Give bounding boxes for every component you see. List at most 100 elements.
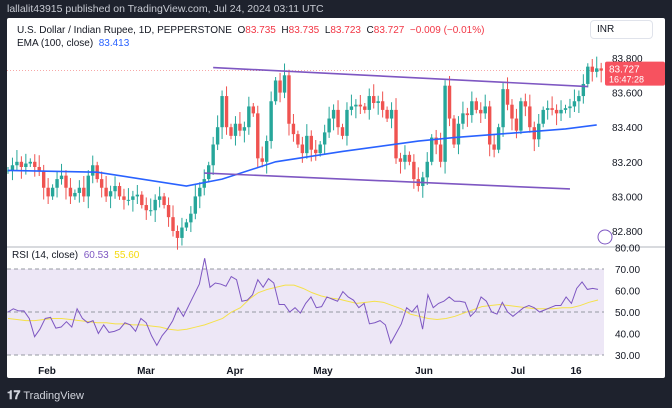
price-tag	[605, 61, 665, 86]
candle-body	[233, 123, 238, 136]
candle-body	[523, 101, 528, 107]
candle-body	[247, 106, 251, 128]
candle-body	[104, 187, 108, 197]
currency-button[interactable]: INR	[590, 20, 653, 39]
candle-body	[166, 205, 171, 218]
candle-body	[300, 144, 305, 154]
candle-body	[318, 144, 322, 154]
candle-body	[184, 222, 189, 228]
candle-body	[153, 199, 157, 211]
candle-body	[256, 113, 260, 159]
candle-body	[171, 217, 175, 231]
chart-frame[interactable]: U.S. Dollar / Indian Rupee, 1D, PEPPERST…	[7, 18, 665, 378]
candle-body	[15, 161, 19, 166]
candle-body	[68, 187, 73, 197]
rsi-tick: 30.00	[615, 351, 640, 362]
candle-body	[380, 101, 385, 110]
candle-body	[86, 175, 90, 197]
trendline	[213, 66, 588, 88]
candle-body	[37, 166, 41, 171]
candle-body	[358, 104, 363, 107]
candle-body	[461, 113, 465, 124]
candle-body	[99, 179, 104, 188]
candle-body	[590, 66, 594, 72]
candle-body	[492, 144, 496, 150]
candle-body	[193, 196, 198, 214]
ema-value: 83.413	[98, 38, 130, 49]
candle-body	[202, 179, 206, 188]
candle-body	[510, 104, 514, 119]
candle-body	[64, 175, 68, 188]
candle-body	[465, 113, 470, 116]
candle-body	[599, 68, 603, 71]
price-tick: 83.200	[612, 158, 643, 169]
candle-body	[291, 123, 296, 135]
candle-body	[519, 101, 523, 131]
date-tick: May	[313, 366, 333, 377]
candle-body	[394, 109, 398, 159]
close-value: 83.727	[373, 25, 405, 36]
candle-body	[242, 127, 247, 131]
candle-body	[577, 96, 581, 102]
candle-body	[345, 109, 349, 136]
rsi-ma-value: 55.60	[114, 250, 140, 261]
candle-body	[425, 161, 429, 178]
price-chart[interactable]: 83.800 83.600 83.400 83.200 83.000 82.800 80.0…	[7, 18, 665, 378]
candle-body	[41, 170, 46, 188]
candle-body	[322, 132, 327, 145]
price-tag-countdown: 16:47:28	[609, 75, 644, 85]
candle-body	[28, 161, 32, 164]
candle-body	[19, 161, 24, 167]
candle-body	[10, 165, 15, 171]
candle-body	[82, 187, 86, 197]
rsi-label: RSI (14, close)	[12, 250, 79, 261]
date-tick: Jun	[415, 366, 433, 377]
candle-body	[117, 186, 122, 197]
rsi-value: 60.53	[83, 250, 109, 261]
candle-body	[314, 149, 318, 154]
candle-body	[309, 135, 313, 150]
date-tick: Jul	[511, 366, 526, 377]
candle-body	[470, 101, 474, 116]
rsi-tick: 60.00	[615, 287, 640, 298]
candle-body	[349, 106, 354, 110]
candle-body	[554, 109, 559, 114]
price-tick: 83.400	[612, 123, 643, 134]
high-label: H	[281, 25, 289, 36]
candle-body	[340, 127, 345, 136]
ema-line	[7, 124, 597, 187]
candle-body	[135, 194, 140, 197]
candle-body	[144, 205, 148, 211]
candle-body	[287, 75, 291, 124]
open-label: O	[237, 25, 246, 36]
candle-body	[586, 66, 590, 84]
candle-body	[389, 109, 394, 119]
date-tick: 16	[570, 366, 582, 377]
candle-body	[189, 213, 193, 223]
candle-body	[46, 187, 50, 197]
candle-body	[278, 80, 282, 93]
candle-body	[91, 165, 95, 176]
candle-body	[126, 199, 131, 201]
tradingview-logo[interactable]: 𝟏𝟕 TradingView	[7, 388, 84, 403]
candle-body	[456, 123, 461, 145]
change-value: −0.009 (−0.01%)	[409, 25, 485, 36]
price-tag-value: 83.727	[609, 65, 640, 76]
candle-body	[581, 83, 586, 97]
candle-body	[474, 101, 478, 110]
date-tick: Mar	[137, 366, 155, 377]
candle-body	[421, 177, 425, 187]
candle-body	[367, 96, 371, 110]
candle-body	[149, 210, 153, 212]
date-tick: Apr	[226, 366, 243, 377]
candle-body	[73, 192, 77, 197]
candle-body	[568, 106, 572, 109]
rsi-tick: 50.00	[615, 308, 640, 319]
candle-body	[452, 118, 456, 145]
candle-body	[403, 154, 407, 162]
candle-body	[269, 101, 273, 142]
price-tick: 83.000	[612, 192, 643, 203]
candle-body	[50, 187, 55, 197]
tv-logo-icon: 𝟏𝟕	[7, 388, 21, 402]
high-value: 83.735	[288, 25, 320, 36]
